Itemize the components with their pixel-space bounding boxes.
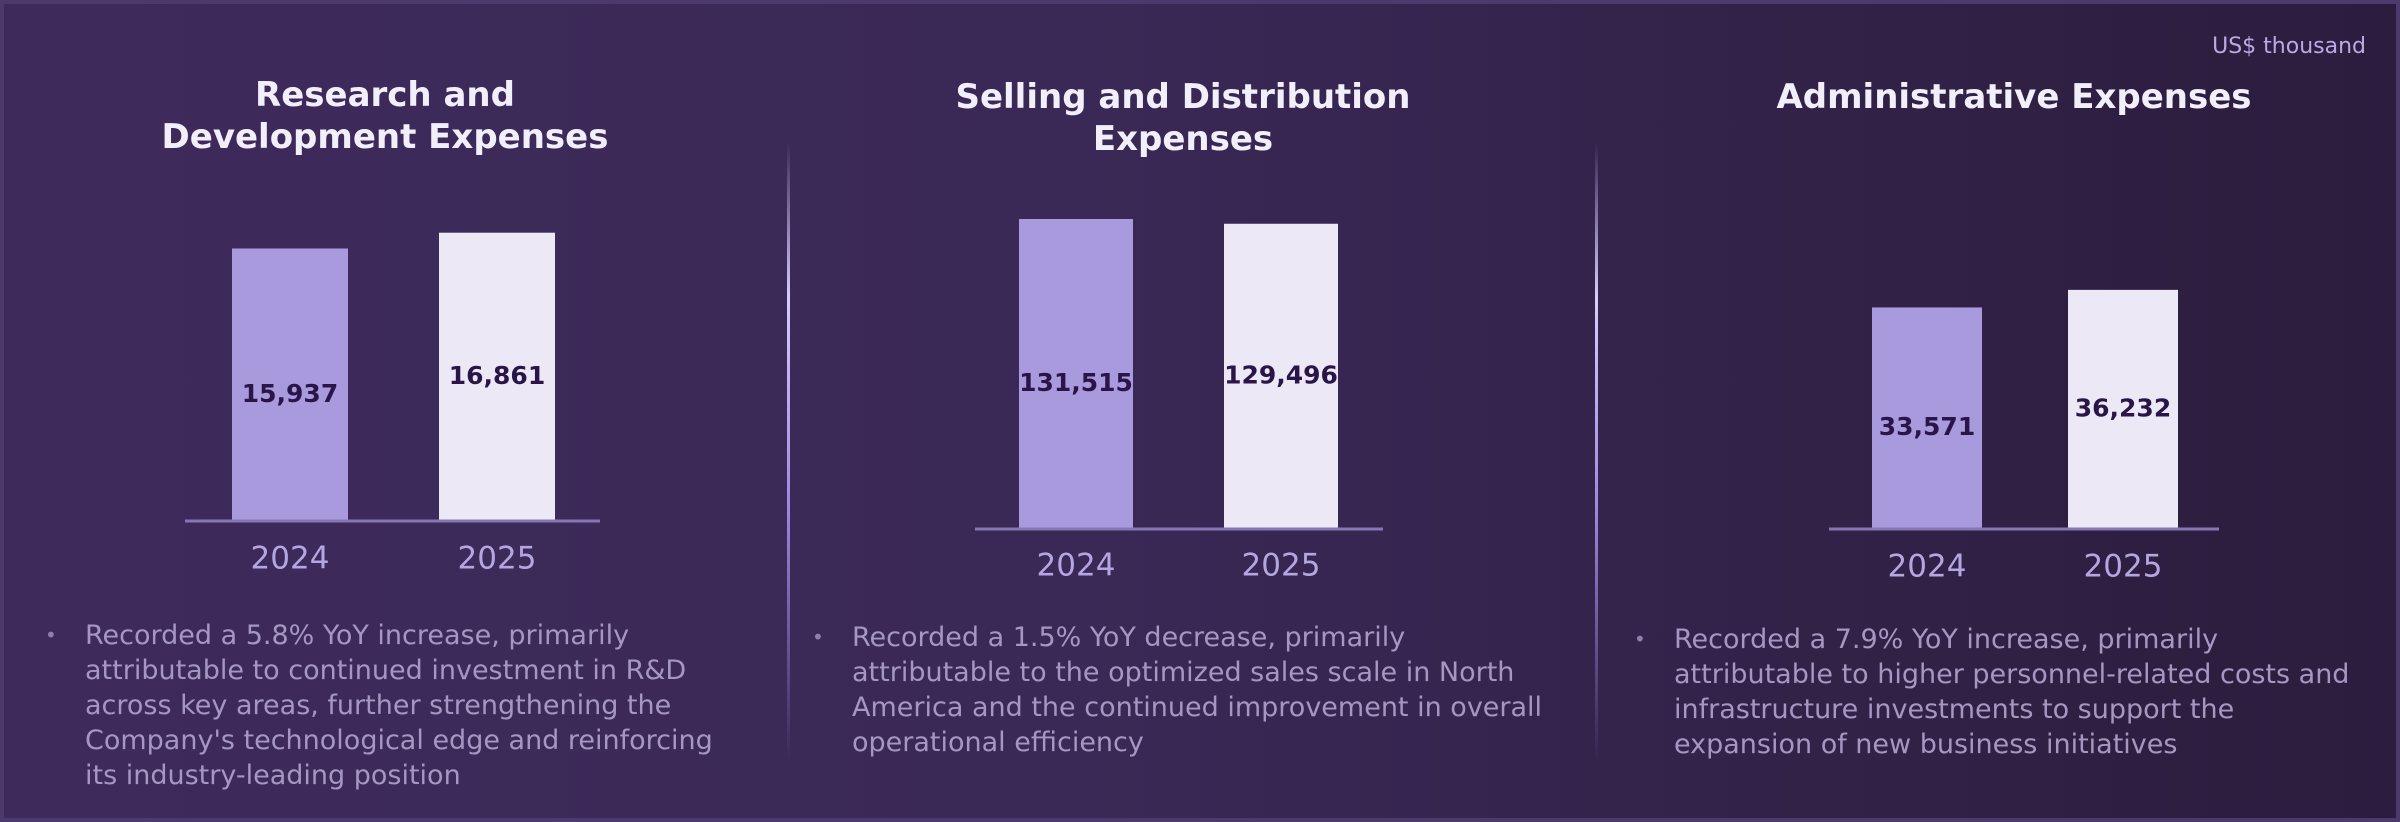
chart-title: Administrative Expenses [1776,77,2252,117]
value-label: 33,571 [1879,412,1975,441]
divider [1595,142,1598,762]
chart-title: Selling and Distribution Expenses [955,77,1411,159]
value-label: 129,496 [1224,360,1338,389]
unit-note: US$ thousand [2212,34,2366,59]
bullet-note: Recorded a 1.5% YoY decrease, primarily … [812,620,1557,760]
bar [2068,289,2178,529]
chart-title: Research and Development Expenses [161,75,609,157]
bar [232,248,348,521]
value-label: 131,515 [1019,368,1133,397]
x-tick-label: 2025 [2084,549,2163,585]
divider [787,142,790,762]
bar [1019,219,1133,529]
bar [1872,307,1982,529]
x-tick-label: 2024 [1888,549,1967,585]
bar [439,232,555,521]
bullet-note: Recorded a 5.8% YoY increase, primarily … [45,618,745,793]
value-label: 36,232 [2075,393,2171,422]
x-tick-label: 2025 [1242,548,1321,584]
charts: 15,937 2024 16,861 2025 131,515 2024 129,496 20… [185,219,2219,585]
x-tick-label: 2024 [1037,548,1116,584]
x-tick-label: 2025 [458,541,537,577]
bullet-note: Recorded a 7.9% YoY increase, primarily … [1634,622,2364,762]
x-tick-label: 2024 [251,541,330,577]
value-label: 15,937 [242,379,338,408]
bar [1224,223,1338,529]
value-label: 16,861 [449,361,545,390]
